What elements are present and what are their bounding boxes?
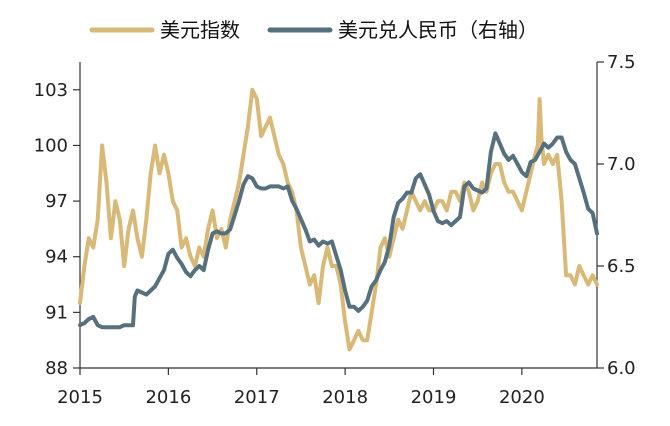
left-y-tick-label: 94 xyxy=(45,247,68,268)
series-group xyxy=(78,87,599,352)
x-tick-label: 2018 xyxy=(322,387,368,408)
legend-label-usd-index: 美元指数 xyxy=(160,18,240,42)
left-y-tick-label: 91 xyxy=(45,302,68,323)
x-tick-label: 2017 xyxy=(234,387,280,408)
series-line-usd-index xyxy=(78,87,599,352)
left-y-tick-label: 97 xyxy=(45,191,68,212)
left-y-tick-label: 88 xyxy=(45,358,68,379)
legend: 美元指数 美元兑人民币（右轴） xyxy=(89,18,538,42)
right-y-tick-label: 7.0 xyxy=(607,154,636,175)
x-tick-label: 2020 xyxy=(499,387,545,408)
legend-label-usd-cny: 美元兑人民币（右轴） xyxy=(338,18,538,42)
x-tick-label: 2016 xyxy=(145,387,191,408)
left-y-tick-label: 100 xyxy=(34,135,68,156)
right-y-tick-label: 6.5 xyxy=(607,256,636,277)
left-y-tick-label: 103 xyxy=(34,80,68,101)
series-line-usd-cny xyxy=(78,131,599,330)
x-tick-label: 2015 xyxy=(57,387,103,408)
tick-group: 88 91 94 97 100 103 6.0 6.5 7.0 7.5 2015 2016 2017 20… xyxy=(34,52,636,408)
x-tick-label: 2019 xyxy=(411,387,457,408)
right-y-tick-label: 6.0 xyxy=(607,358,636,379)
right-y-tick-label: 7.5 xyxy=(607,52,636,73)
